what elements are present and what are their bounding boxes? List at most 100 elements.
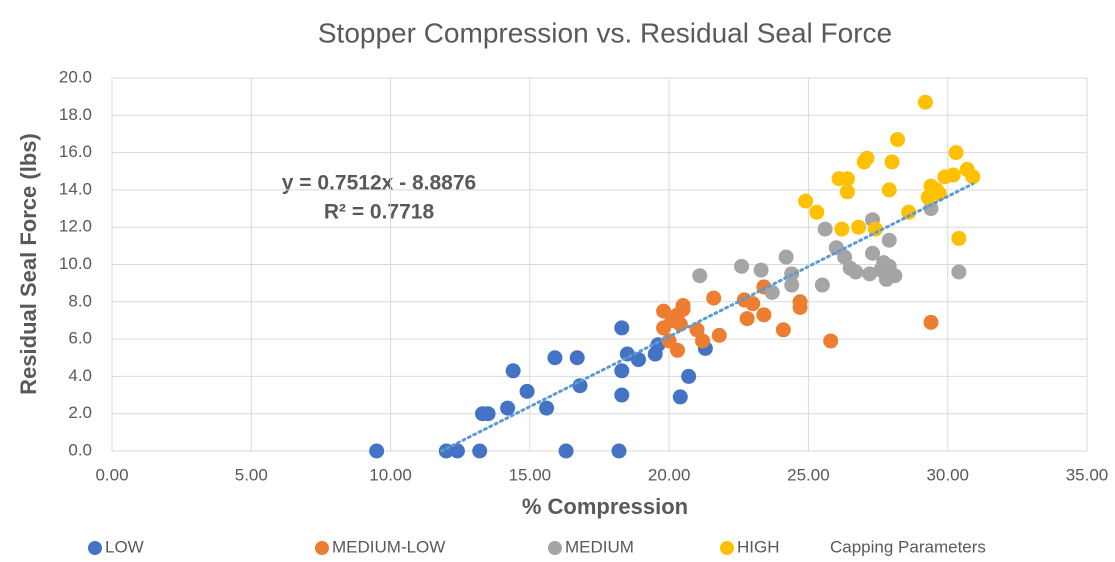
y-axis-label: Residual Seal Force (lbs) (16, 133, 41, 395)
point (614, 387, 630, 403)
point (851, 219, 867, 235)
point (569, 350, 585, 366)
point (756, 307, 772, 323)
point (917, 94, 933, 110)
point (611, 443, 627, 459)
point (834, 221, 850, 237)
point (558, 443, 574, 459)
x-tick-label: 0.00 (95, 465, 128, 484)
point (784, 277, 800, 293)
point (809, 204, 825, 220)
x-tick-label: 5.00 (235, 465, 268, 484)
point (923, 314, 939, 330)
x-tick-label: 25.00 (787, 465, 830, 484)
point (500, 400, 516, 416)
chart-title: Stopper Compression vs. Residual Seal Fo… (318, 17, 892, 48)
point (505, 363, 521, 379)
legend-label: MEDIUM (565, 537, 634, 556)
legend-label: Capping Parameters (830, 537, 986, 556)
point (675, 298, 691, 314)
point (519, 383, 535, 399)
point (823, 333, 839, 349)
point (692, 268, 708, 284)
point (951, 264, 967, 280)
point (798, 193, 814, 209)
y-tick-label: 6.0 (68, 329, 92, 348)
point (865, 245, 880, 261)
trend-equation: y = 0.7512x - 8.8876 (282, 172, 476, 195)
trendline (440, 182, 975, 453)
point (672, 389, 688, 405)
point (619, 346, 635, 362)
legend-marker (720, 541, 734, 555)
y-tick-label: 4.0 (68, 366, 92, 385)
y-tick-label: 2.0 (68, 403, 92, 422)
point (739, 311, 755, 327)
point (472, 443, 488, 459)
legend-marker (315, 541, 329, 555)
point (890, 132, 906, 148)
point (614, 363, 630, 379)
point (778, 249, 794, 265)
point (369, 443, 385, 459)
point (965, 169, 981, 185)
y-tick-label: 16.0 (59, 142, 92, 161)
point (839, 184, 855, 200)
point (887, 268, 903, 284)
point (901, 204, 917, 220)
point (670, 342, 685, 358)
point (945, 167, 961, 183)
legend-label: MEDIUM-LOW (332, 537, 445, 556)
point (837, 249, 853, 265)
point (881, 182, 897, 198)
y-tick-label: 0.0 (68, 440, 92, 459)
point (814, 277, 830, 293)
x-tick-label: 20.00 (648, 465, 691, 484)
y-tick-label: 8.0 (68, 291, 92, 310)
trend-r2: R² = 0.7718 (324, 201, 435, 224)
point (881, 232, 897, 248)
legend-label: HIGH (737, 537, 780, 556)
point (547, 350, 563, 366)
y-tick-label: 14.0 (59, 179, 92, 198)
point (753, 262, 769, 278)
x-tick-label: 15.00 (509, 465, 552, 484)
point (859, 150, 875, 166)
point (792, 299, 808, 315)
point (867, 221, 883, 237)
point (689, 322, 705, 338)
point (931, 186, 947, 202)
x-tick-label: 10.00 (369, 465, 412, 484)
point (923, 201, 939, 217)
point (817, 221, 833, 237)
x-tick-label: 30.00 (926, 465, 969, 484)
point (951, 230, 967, 246)
point (449, 443, 465, 459)
legend-marker (548, 541, 562, 555)
point (539, 400, 555, 416)
point (614, 320, 630, 336)
point (848, 264, 864, 280)
point (695, 333, 711, 349)
point (711, 327, 727, 343)
point (631, 352, 646, 368)
point (480, 406, 496, 422)
point (734, 258, 750, 274)
legend-marker (88, 541, 102, 555)
x-axis-label: % Compression (522, 494, 688, 519)
point (775, 322, 791, 338)
y-tick-label: 10.0 (59, 254, 92, 273)
y-tick-label: 20.0 (59, 67, 92, 86)
point (839, 171, 855, 187)
point (884, 154, 900, 170)
point (948, 145, 964, 161)
y-tick-label: 18.0 (59, 105, 92, 124)
point (764, 284, 780, 300)
point (681, 368, 697, 384)
legend-label: LOW (105, 537, 144, 556)
x-tick-label: 35.00 (1066, 465, 1109, 484)
point (706, 290, 722, 306)
point (745, 296, 761, 312)
y-tick-label: 12.0 (59, 217, 92, 236)
